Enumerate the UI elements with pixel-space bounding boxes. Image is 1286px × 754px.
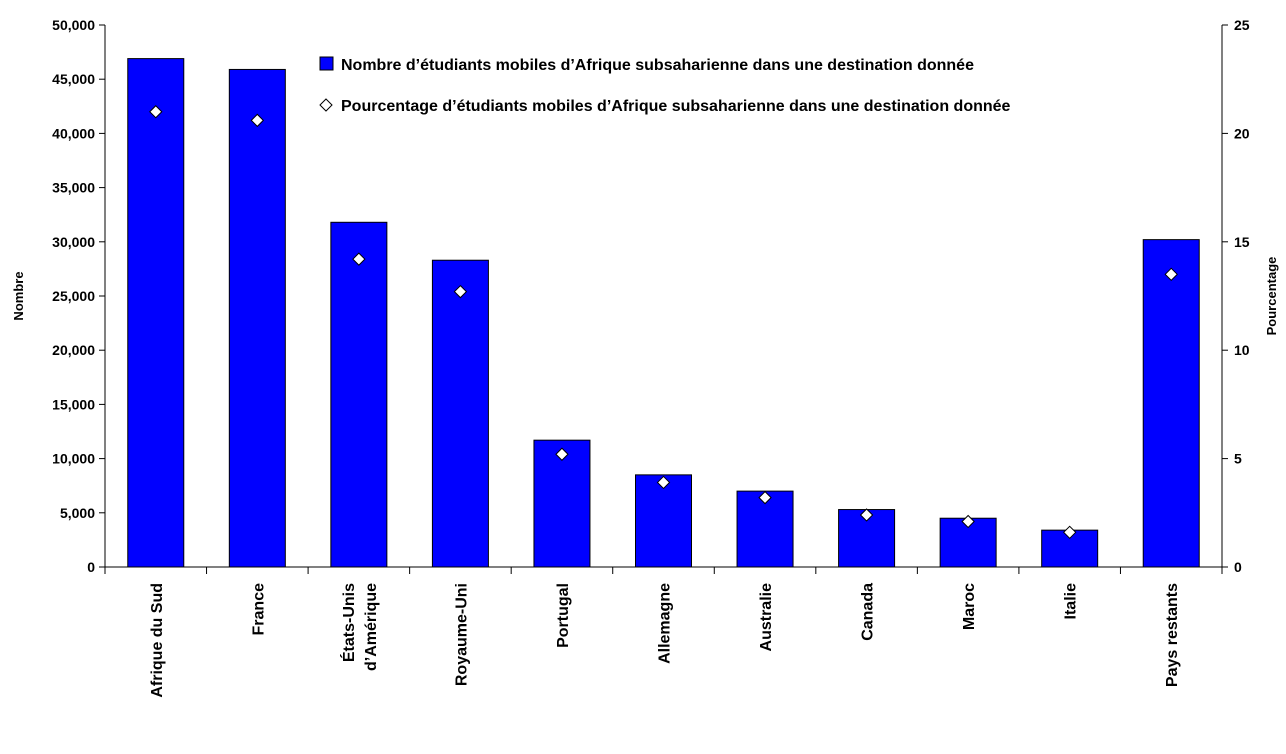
bar [228,68,286,568]
category-label: États-Unis [339,583,358,662]
right-tick-label: 10 [1234,342,1250,358]
category-label: Australie [758,583,775,652]
left-tick-label: 40,000 [52,125,95,141]
bar [533,439,591,568]
legend-label: Pourcentage d’étudiants mobiles d’Afriqu… [341,98,1011,115]
category-label: Maroc [961,583,978,630]
bar [635,474,692,568]
percentage-point [250,113,265,128]
category-label: Portugal [555,583,572,648]
percentage-point [961,514,975,529]
percentage-point [149,105,163,119]
category-label: Pays restants [1164,583,1181,687]
right-tick-label: 25 [1234,17,1250,33]
percentage-point [1062,525,1077,540]
percentage-point [656,475,671,490]
percentage-point [1164,267,1178,282]
left-tick-label: 50,000 [52,17,95,33]
category-label: France [250,583,267,636]
left-tick-label: 10,000 [52,451,95,467]
legend-diamond-swatch [319,98,333,112]
bar [330,221,388,568]
left-tick-label: 30,000 [52,234,95,250]
y-axis-title: Nombre [11,271,26,320]
bar [431,259,489,568]
left-tick-label: 5,000 [60,505,95,521]
bar [127,58,185,568]
left-tick-label: 20,000 [52,342,95,358]
left-tick-label: 25,000 [52,288,95,304]
category-label: Canada [860,583,877,641]
category-label: Allemagne [657,583,674,664]
left-tick-label: 15,000 [52,396,95,412]
left-tick-label: 35,000 [52,180,95,196]
category-label: Royaume-Uni [453,583,470,686]
left-tick-label: 45,000 [52,71,95,87]
right-tick-label: 5 [1234,451,1242,467]
percentage-point [555,447,569,461]
y-axis-title-right: Pourcentage [1264,257,1279,336]
percentage-point [758,490,772,505]
category-label: Italie [1063,583,1080,620]
right-tick-label: 0 [1234,559,1242,575]
right-tick-label: 20 [1234,125,1250,141]
right-tick-label: 15 [1234,234,1250,250]
bar [1142,239,1200,568]
percentage-point [453,284,468,299]
percentage-point [859,508,874,522]
legend-label: Nombre d’étudiants mobiles d’Afrique sub… [341,57,974,74]
category-label: Afrique du Sud [149,583,166,698]
category-label: d’Amérique [363,583,380,671]
percentage-point [352,252,366,266]
left-tick-label: 0 [87,559,95,575]
legend-bar-swatch [319,56,334,71]
